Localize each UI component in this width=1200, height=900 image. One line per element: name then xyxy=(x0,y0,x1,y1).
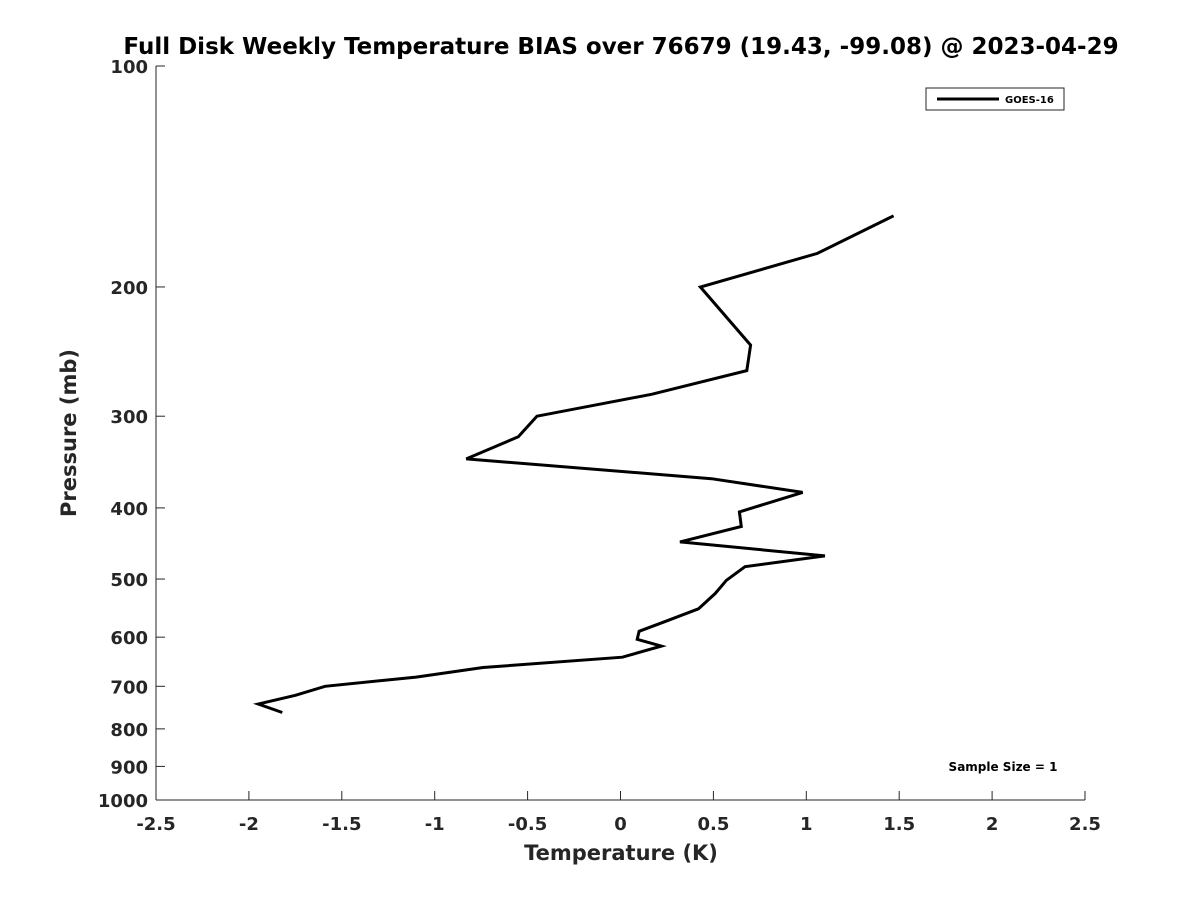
series-layer xyxy=(252,214,895,714)
x-tick-label: -2.5 xyxy=(136,814,175,835)
axes xyxy=(155,66,1085,801)
y-tick-label: 900 xyxy=(110,757,148,778)
legend-label-goes-16: GOES-16 xyxy=(1005,95,1054,106)
y-ticks: 100 200 300 400 500 600 700 800 900 1000 xyxy=(98,57,165,812)
x-ticks: -2.5 -2 -1.5 -1 -0.5 0 0.5 1 1.5 2 2.5 xyxy=(136,791,1101,835)
x-tick-label: 2 xyxy=(986,814,999,835)
y-tick-label: 500 xyxy=(110,570,148,591)
sample-size-annotation: Sample Size = 1 xyxy=(949,760,1058,774)
x-tick-label: -2 xyxy=(239,814,259,835)
x-tick-label: 2.5 xyxy=(1069,814,1101,835)
x-tick-label: 1.5 xyxy=(883,814,915,835)
y-tick-label: 400 xyxy=(110,499,148,520)
y-tick-label: 200 xyxy=(110,278,148,299)
x-tick-label: 1 xyxy=(800,814,813,835)
y-tick-label: 1000 xyxy=(98,791,148,812)
x-tick-label: 0.5 xyxy=(697,814,729,835)
y-tick-label: 800 xyxy=(110,720,148,741)
y-axis-label: Pressure (mb) xyxy=(57,349,81,517)
x-axis-label: Temperature (K) xyxy=(524,841,718,865)
x-tick-label: -1.5 xyxy=(322,814,361,835)
y-tick-label: 300 xyxy=(110,407,148,428)
y-tick-label: 600 xyxy=(110,628,148,649)
x-tick-label: -1 xyxy=(425,814,445,835)
y-tick-label: 100 xyxy=(110,57,148,78)
y-tick-label: 700 xyxy=(110,677,148,698)
legend: GOES-16 xyxy=(925,87,1065,111)
chart-title: Full Disk Weekly Temperature BIAS over 7… xyxy=(123,34,1118,60)
x-tick-label: -0.5 xyxy=(508,814,547,835)
x-tick-label: 0 xyxy=(614,814,627,835)
series-line-goes-16 xyxy=(252,214,895,714)
